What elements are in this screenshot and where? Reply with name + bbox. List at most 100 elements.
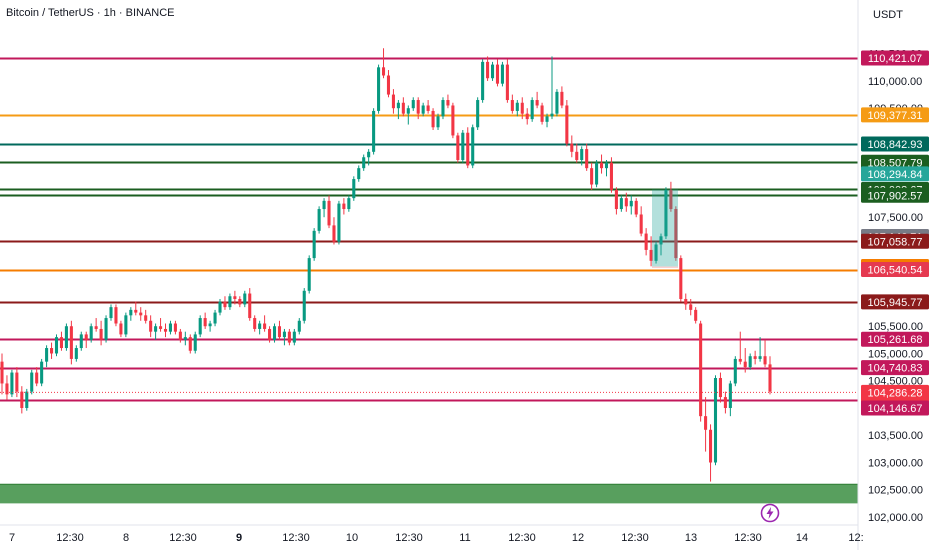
candle-body — [263, 323, 267, 329]
candle — [168, 320, 173, 335]
price-tag-label: 104,740.83 — [867, 363, 922, 375]
candle-body — [159, 326, 163, 329]
candle-body — [689, 304, 693, 310]
price-tag: 105,945.77 — [861, 294, 929, 310]
demand-zone — [0, 484, 858, 504]
price-tag-label: 108,507.79 — [867, 157, 922, 169]
candle-body — [332, 225, 336, 242]
time-tick-label: 10 — [346, 532, 358, 544]
price-tick-label: 107,500.00 — [868, 212, 923, 224]
candle — [743, 348, 747, 373]
price-tick-label: 103,000.00 — [868, 457, 923, 469]
candle-body — [312, 230, 316, 259]
candle — [59, 331, 63, 351]
candle-body — [307, 258, 311, 291]
candle — [704, 397, 708, 452]
candle-body — [129, 309, 133, 316]
candle — [40, 358, 44, 387]
candle — [84, 331, 88, 349]
candle — [689, 298, 693, 316]
candle — [664, 187, 668, 240]
candle-body — [109, 307, 113, 319]
candle-body — [149, 320, 153, 332]
candle — [218, 298, 222, 316]
time-axis[interactable]: 7 12:30 8 12:30 9 12:30 10 12:30 11 12:30 12 12:30 1… — [9, 532, 864, 544]
candle-body — [168, 323, 173, 332]
candle — [327, 195, 331, 229]
candle-body — [188, 337, 192, 351]
candle-body — [540, 105, 544, 122]
candle — [748, 353, 752, 370]
candle-body — [490, 64, 495, 79]
candle-body — [99, 328, 103, 340]
price-tag-bg — [861, 166, 929, 182]
candle-body — [183, 337, 187, 340]
candle-body — [25, 391, 29, 408]
candle — [629, 195, 633, 215]
candle-body — [282, 331, 286, 338]
currency-label[interactable]: USDT — [873, 9, 903, 21]
candle — [134, 301, 138, 316]
candle-body — [64, 326, 68, 349]
candle — [649, 236, 653, 267]
candle — [64, 323, 68, 351]
candle-body — [709, 429, 713, 463]
candle-body — [218, 301, 222, 313]
candle — [74, 345, 78, 362]
candle-body — [421, 105, 425, 114]
candle — [604, 159, 609, 177]
candle — [297, 318, 301, 335]
candle — [129, 307, 133, 321]
candle — [733, 356, 737, 387]
candle — [154, 323, 158, 340]
candle-body — [59, 337, 63, 349]
candle — [634, 198, 638, 218]
candle-body — [713, 378, 718, 463]
candle — [456, 132, 460, 163]
candle — [149, 315, 153, 338]
candle — [451, 102, 455, 139]
candle-body — [84, 334, 88, 340]
candle-body — [486, 61, 490, 79]
candle-body — [302, 290, 306, 321]
candle-body — [590, 168, 594, 185]
candle-body — [248, 293, 252, 319]
candle — [411, 97, 415, 111]
candle — [89, 323, 93, 343]
candle — [139, 307, 143, 321]
candle — [659, 233, 663, 256]
candle — [570, 135, 574, 158]
candle — [540, 102, 544, 125]
candle-body — [79, 334, 83, 349]
candle-body — [54, 337, 59, 354]
candle — [30, 369, 34, 395]
candle-body — [535, 100, 539, 106]
lightning-icon[interactable] — [760, 503, 780, 523]
candle-body — [193, 334, 197, 351]
candle-body — [114, 307, 118, 324]
candle — [178, 328, 182, 343]
candle — [738, 331, 742, 365]
price-tag-label: 107,902.57 — [867, 190, 922, 202]
candle-body — [495, 64, 500, 84]
candle-body — [500, 64, 504, 84]
candle — [699, 320, 703, 422]
candle-body — [228, 296, 232, 308]
candle-body — [134, 309, 138, 313]
candle-body — [753, 356, 757, 359]
candle — [50, 342, 54, 359]
price-tick-label: 103,500.00 — [868, 430, 923, 442]
candle — [282, 328, 286, 346]
candle-body — [381, 67, 386, 76]
candle-body — [674, 209, 678, 259]
candle-body — [144, 315, 148, 321]
symbol-title[interactable]: Bitcoin / TetherUS · 1h · BINANCE — [6, 7, 175, 19]
candle-body — [367, 151, 371, 158]
candle — [575, 143, 579, 163]
candle — [272, 323, 277, 343]
candle — [431, 108, 435, 131]
candle — [515, 100, 519, 117]
candle — [624, 192, 628, 212]
candle-body — [694, 309, 698, 321]
